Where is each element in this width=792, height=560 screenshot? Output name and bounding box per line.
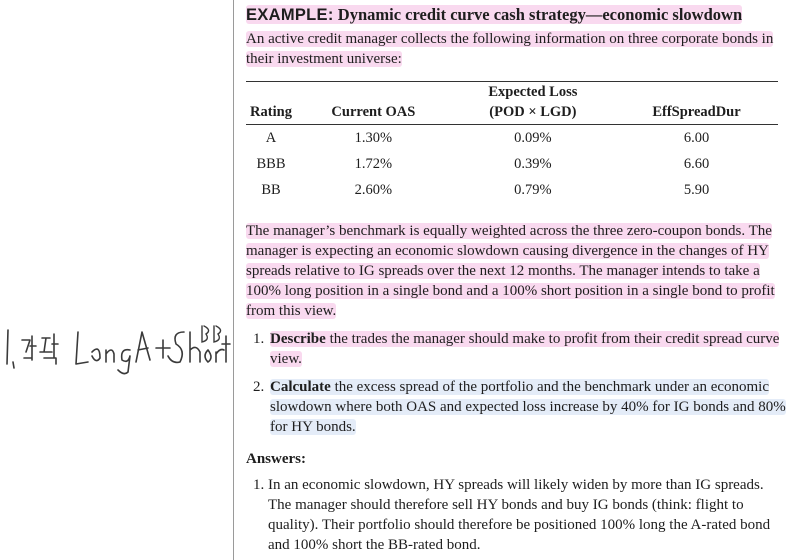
- cell-rating: BB: [261, 181, 281, 198]
- page-gutter-line: [233, 0, 234, 560]
- cell-rating: BBB: [256, 155, 286, 172]
- cell-oas: 1.30%: [354, 129, 393, 146]
- example-title: Dynamic credit curve cash strategy—econo…: [337, 5, 743, 24]
- intro-text: An active credit manager collects the fo…: [246, 31, 774, 67]
- cell-oas: 1.72%: [354, 155, 393, 172]
- question-verb: Calculate: [270, 379, 331, 395]
- bond-table: Expected Loss Rating Current OAS (POD × …: [246, 81, 778, 203]
- header-pod-lgd: (POD × LGD): [450, 102, 615, 125]
- cell-expected-loss: 0.39%: [514, 155, 552, 172]
- handwritten-margin-note: [6, 325, 231, 375]
- cell-duration: 6.60: [683, 155, 710, 172]
- document-page: EXAMPLE: Dynamic credit curve cash strat…: [246, 4, 786, 555]
- cell-expected-loss: 0.09%: [514, 129, 552, 146]
- header-current-oas: Current OAS: [296, 102, 451, 125]
- intro-paragraph: An active credit manager collects the fo…: [246, 29, 786, 69]
- answers-heading: Answers:: [246, 451, 306, 467]
- cell-expected-loss: 0.79%: [514, 181, 552, 198]
- header-effspreaddur: EffSpreadDur: [615, 102, 778, 125]
- example-heading: EXAMPLE: Dynamic credit curve cash strat…: [246, 4, 786, 26]
- question-list: Describe the trades the manager should m…: [246, 329, 786, 437]
- cell-duration: 6.00: [683, 129, 710, 146]
- question-verb: Describe: [270, 331, 326, 347]
- cell-oas: 2.60%: [354, 181, 393, 198]
- question-item: Calculate the excess spread of the portf…: [268, 377, 786, 437]
- header-rating: Rating: [246, 102, 296, 125]
- question-text: the excess spread of the portfolio and t…: [270, 379, 786, 435]
- example-label: EXAMPLE:: [246, 6, 334, 24]
- cell-rating: A: [265, 129, 277, 146]
- question-text: the trades the manager should make to pr…: [270, 331, 780, 367]
- benchmark-paragraph: The manager’s benchmark is equally weigh…: [246, 221, 786, 321]
- table-row: BBB 1.72% 0.39% 6.60: [246, 151, 778, 177]
- header-expected-loss: Expected Loss: [450, 81, 615, 102]
- answer-item: In an economic slowdown, HY spreads will…: [268, 475, 786, 555]
- benchmark-text: The manager’s benchmark is equally weigh…: [246, 223, 775, 319]
- question-item: Describe the trades the manager should m…: [268, 329, 786, 369]
- cell-duration: 5.90: [683, 181, 710, 198]
- answer-list: In an economic slowdown, HY spreads will…: [246, 475, 786, 555]
- table-row: BB 2.60% 0.79% 5.90: [246, 177, 778, 203]
- table-row: A 1.30% 0.09% 6.00: [246, 125, 778, 152]
